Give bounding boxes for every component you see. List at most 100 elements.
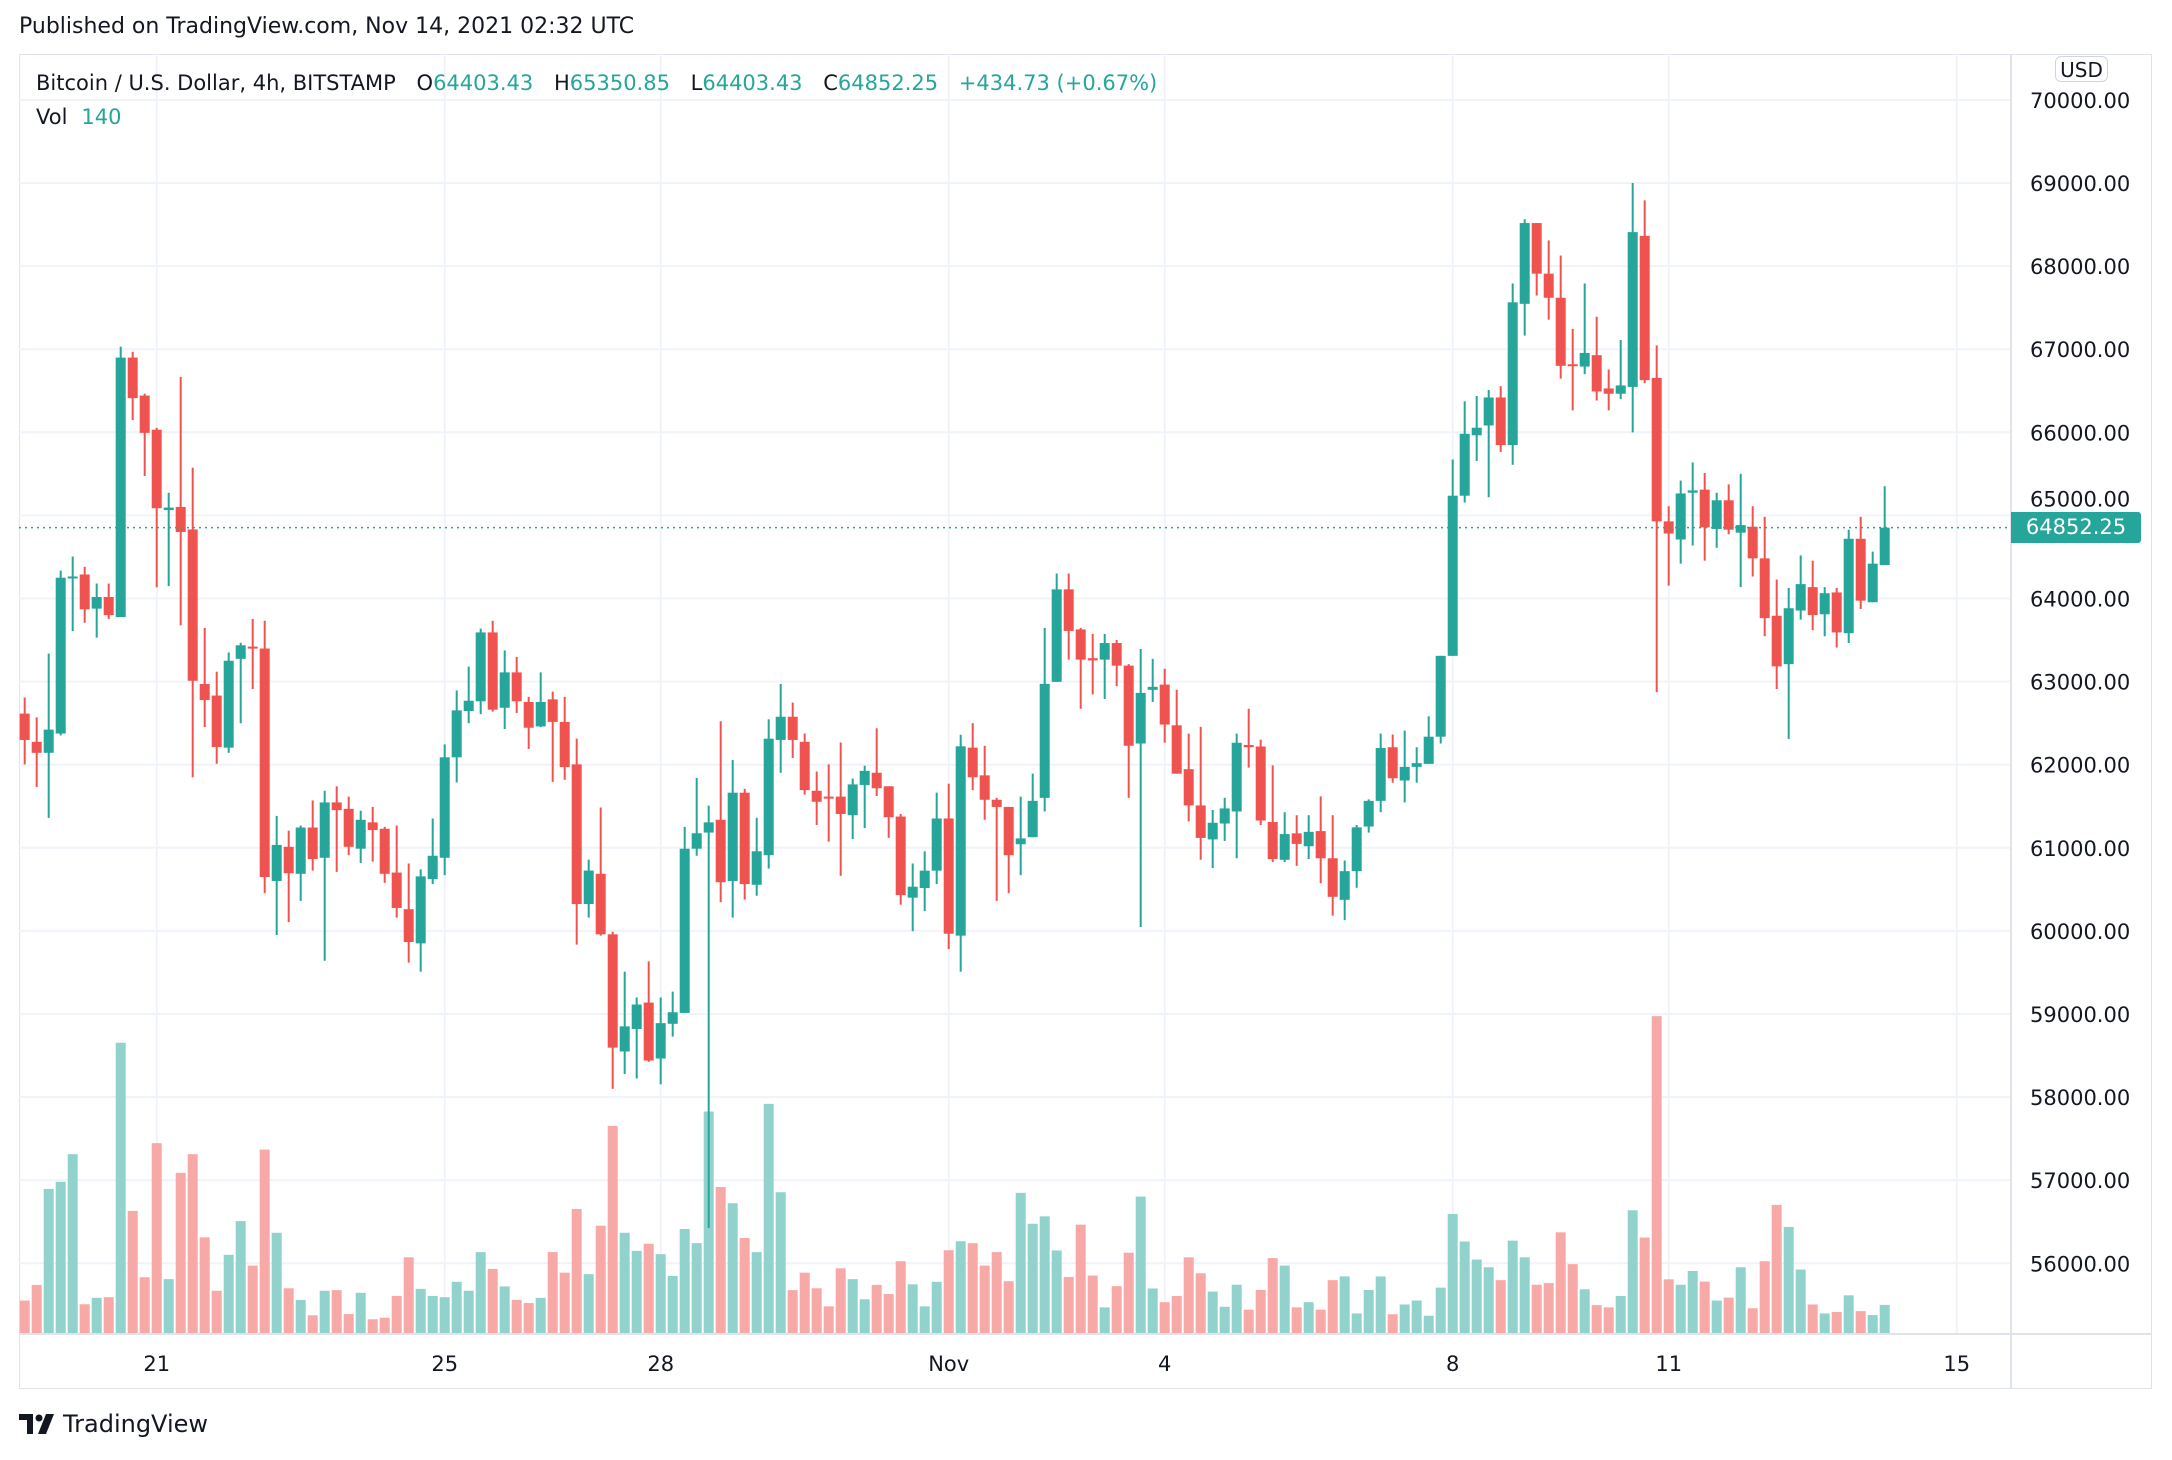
candle-body bbox=[559, 721, 570, 768]
candle bbox=[271, 815, 282, 935]
candle bbox=[43, 653, 54, 818]
volume-bar bbox=[1819, 1313, 1830, 1334]
candle-wick bbox=[551, 691, 554, 782]
candle-body bbox=[1651, 377, 1662, 522]
candle-body bbox=[1303, 831, 1314, 847]
candle-body bbox=[1159, 684, 1170, 725]
candle-wick bbox=[1691, 462, 1694, 546]
candle-body bbox=[175, 506, 186, 533]
candle-body bbox=[1087, 658, 1098, 661]
candle bbox=[19, 697, 30, 765]
candle bbox=[1471, 395, 1482, 461]
volume-bar bbox=[163, 1279, 174, 1334]
candle bbox=[703, 805, 714, 1228]
candle-body bbox=[1039, 683, 1050, 798]
candle-wick bbox=[539, 672, 542, 728]
open-value: 64403.43 bbox=[433, 71, 534, 95]
candle bbox=[775, 683, 786, 773]
candle bbox=[1183, 733, 1194, 822]
volume-bar bbox=[1111, 1286, 1122, 1334]
candle bbox=[1603, 369, 1614, 411]
candle bbox=[1531, 223, 1542, 296]
candle bbox=[667, 991, 678, 1037]
candle bbox=[67, 556, 78, 632]
candle bbox=[1123, 664, 1134, 798]
high-label: H bbox=[553, 71, 570, 95]
candle-body bbox=[343, 808, 354, 847]
candle-wick bbox=[395, 825, 398, 918]
candle-body bbox=[451, 710, 462, 758]
candle-body bbox=[1315, 831, 1326, 859]
volume-bar bbox=[415, 1288, 426, 1334]
candle bbox=[1387, 734, 1398, 783]
volume-bar bbox=[1315, 1309, 1326, 1334]
candle-body bbox=[1483, 397, 1494, 426]
candle-body bbox=[1579, 352, 1590, 367]
currency-button[interactable]: USD bbox=[2055, 56, 2108, 82]
candle-body bbox=[919, 870, 930, 889]
candle-body bbox=[799, 741, 810, 791]
candle-wick bbox=[1619, 340, 1622, 400]
y-tick-label: 60000.00 bbox=[2030, 920, 2130, 944]
candle-body bbox=[295, 827, 306, 874]
x-tick-label: 4 bbox=[1158, 1352, 1171, 1376]
volume-bar bbox=[883, 1294, 894, 1334]
volume-bar bbox=[439, 1297, 450, 1334]
volume-bar bbox=[607, 1125, 618, 1334]
candle-body bbox=[91, 597, 102, 609]
candle-body bbox=[283, 846, 294, 874]
tradingview-logo-icon bbox=[19, 1414, 54, 1434]
candle bbox=[1327, 815, 1338, 916]
y-tick-label: 61000.00 bbox=[2030, 837, 2130, 861]
candle bbox=[1747, 506, 1758, 577]
candle-body bbox=[979, 775, 990, 800]
grid bbox=[19, 54, 2011, 1334]
volume-bar bbox=[1459, 1241, 1470, 1334]
volume-bar bbox=[1651, 1016, 1662, 1334]
candle-body bbox=[955, 746, 966, 936]
candle-body bbox=[1675, 493, 1686, 540]
candle bbox=[1339, 860, 1350, 921]
candle-body bbox=[499, 672, 510, 708]
close-value: 64852.25 bbox=[837, 71, 939, 95]
candle-body bbox=[535, 701, 546, 727]
candle bbox=[1087, 633, 1098, 695]
candle bbox=[1831, 587, 1842, 648]
volume-bar bbox=[1303, 1302, 1314, 1334]
y-tick-label: 66000.00 bbox=[2030, 421, 2130, 445]
candle-body bbox=[1207, 822, 1218, 840]
vol-value: 140 bbox=[81, 105, 122, 129]
candle bbox=[1171, 689, 1182, 774]
volume-bar bbox=[1159, 1302, 1170, 1334]
volume-bar bbox=[943, 1250, 954, 1334]
candle-body bbox=[1687, 490, 1698, 493]
candle-body bbox=[1351, 827, 1362, 872]
candle-body bbox=[1615, 385, 1626, 394]
volume-bar bbox=[763, 1103, 774, 1334]
candle bbox=[1675, 480, 1686, 564]
candle bbox=[1363, 799, 1374, 833]
volume-bar bbox=[187, 1154, 198, 1334]
volume-bar bbox=[727, 1203, 738, 1334]
candle-body bbox=[1879, 527, 1890, 565]
volume-bar bbox=[1495, 1280, 1506, 1334]
volume-bar bbox=[1243, 1309, 1254, 1334]
candle-wick bbox=[599, 807, 602, 936]
candle bbox=[895, 813, 906, 905]
x-tick-label: 28 bbox=[647, 1352, 674, 1376]
volume-bar bbox=[235, 1221, 246, 1334]
candle-body bbox=[271, 844, 282, 881]
candle bbox=[1843, 529, 1854, 644]
volume-bar bbox=[1123, 1252, 1134, 1334]
volume-bar bbox=[559, 1272, 570, 1334]
candle-body bbox=[1735, 525, 1746, 533]
x-tick-label: 15 bbox=[1943, 1352, 1970, 1376]
candle-wick bbox=[719, 721, 722, 903]
volume-bar bbox=[1483, 1267, 1494, 1334]
tradingview-logo[interactable]: TradingView bbox=[19, 1410, 208, 1438]
candle-body bbox=[691, 833, 702, 849]
candle-body bbox=[1795, 584, 1806, 611]
candle-body bbox=[67, 576, 78, 579]
volume-bar bbox=[91, 1297, 102, 1334]
